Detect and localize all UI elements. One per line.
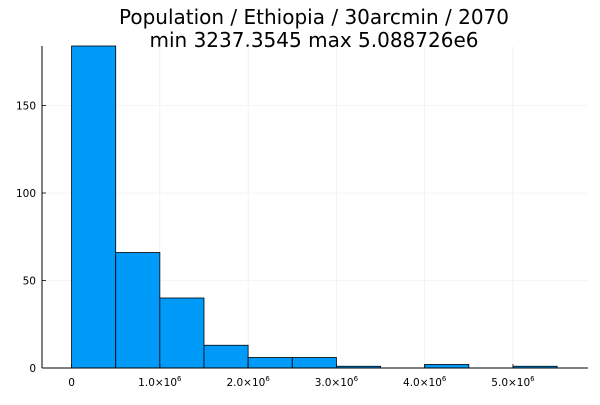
chart-title-line-2: min 3237.3545 max 5.088726e6: [150, 28, 479, 52]
axis-layer: [41, 46, 588, 369]
x-tick-exponent-3: 6: [354, 375, 359, 383]
histogram-bar-0: [71, 45, 117, 369]
histogram-bar-5: [291, 357, 337, 369]
x-tick-mantissa-5: 5.0×10: [491, 377, 530, 389]
x-tick-exponent-2: 6: [265, 375, 270, 383]
histogram-bar-4: [247, 357, 293, 369]
x-tick-label-2: 2.0×106: [226, 375, 270, 389]
histogram-bar-3: [203, 344, 249, 369]
chart-title-line-1: Population / Ethiopia / 30arcmin / 2070: [119, 5, 509, 29]
x-tick-mantissa-1: 1.0×10: [138, 377, 177, 389]
x-tick-mantissa-3: 3.0×10: [315, 377, 354, 389]
x-tick-exponent-1: 6: [177, 375, 182, 383]
x-tick-label-4: 4.0×106: [403, 375, 447, 389]
x-tick-label-1: 1.0×106: [138, 375, 182, 389]
histogram-bar-2: [159, 297, 205, 369]
x-tick-mantissa-2: 2.0×10: [226, 377, 265, 389]
x-tick-mantissa-4: 4.0×10: [403, 377, 442, 389]
x-tick-mantissa-0: 0: [68, 377, 75, 389]
bar-layer: [71, 45, 558, 369]
x-tick-label-3: 3.0×106: [315, 375, 359, 389]
histogram-bar-8: [424, 364, 470, 369]
x-tick-label-5: 5.0×106: [491, 375, 535, 389]
y-tick-label-1: 50: [23, 276, 36, 288]
y-tick-label-0: 0: [29, 363, 36, 375]
y-tick-label-3: 150: [16, 101, 36, 113]
x-tick-exponent-5: 6: [530, 375, 535, 383]
histogram-bar-1: [115, 252, 161, 369]
x-tick-label-0: 0: [68, 377, 75, 389]
x-tick-exponent-4: 6: [442, 375, 447, 383]
y-tick-label-2: 100: [16, 188, 36, 200]
